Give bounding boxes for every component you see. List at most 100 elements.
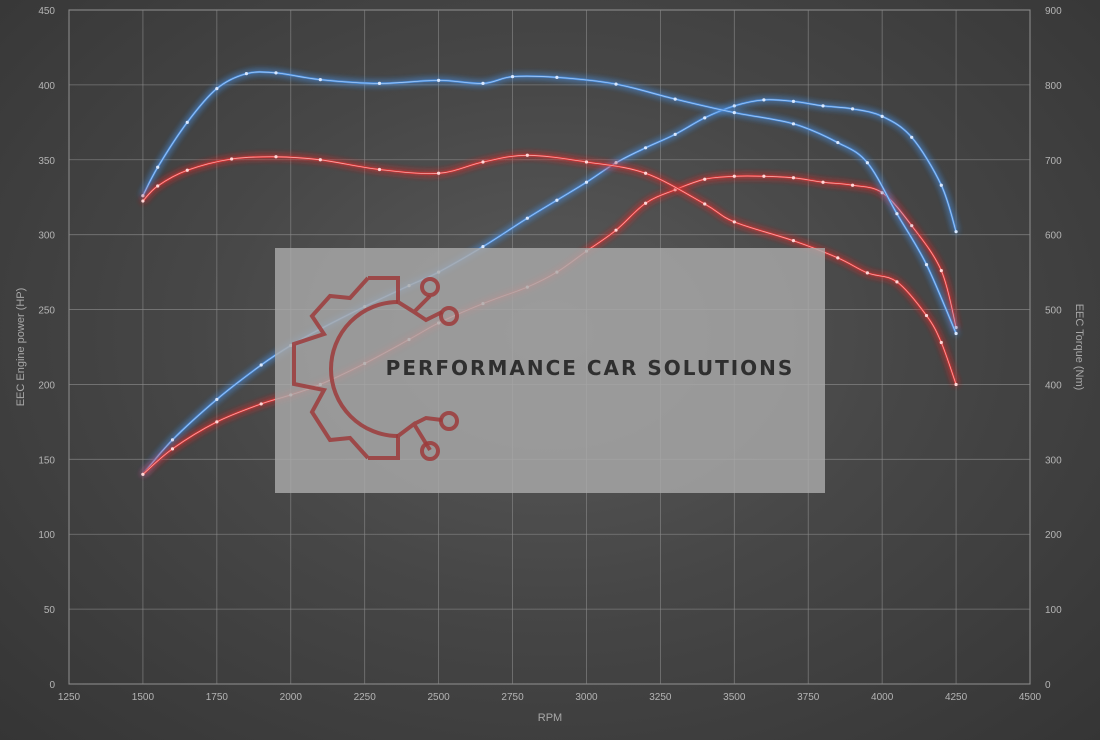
y-right-tick-label: 300 xyxy=(1045,455,1062,466)
data-point xyxy=(185,120,189,124)
data-point xyxy=(954,331,958,336)
data-point xyxy=(939,183,943,187)
y-left-tick-label: 350 xyxy=(38,156,55,167)
data-point xyxy=(895,280,899,284)
y-right-tick-label: 0 xyxy=(1045,680,1051,691)
x-tick-label: 1750 xyxy=(206,692,229,703)
series-3-red-right xyxy=(141,153,958,387)
data-point xyxy=(924,313,929,318)
series-2-blue-right xyxy=(141,70,958,336)
data-point xyxy=(644,171,648,175)
grid-lines xyxy=(68,9,1031,685)
data-point xyxy=(821,180,825,184)
left-axis-title: EEC Engine power (HP) xyxy=(15,288,27,407)
x-tick-label: 3000 xyxy=(575,692,598,703)
data-point xyxy=(703,177,707,181)
tick-labels: 1250 1500 1750 2000 2250 2500 2750 3000 3250 3500… xyxy=(38,6,1062,703)
data-point xyxy=(215,397,219,402)
data-point xyxy=(954,325,958,330)
data-point xyxy=(244,72,249,76)
data-point xyxy=(762,174,766,178)
data-point xyxy=(673,97,677,101)
data-point xyxy=(673,132,677,136)
data-point xyxy=(880,114,884,118)
y-right-tick-label: 600 xyxy=(1045,231,1062,242)
data-point xyxy=(939,340,943,345)
y-left-tick-label: 300 xyxy=(38,231,55,242)
data-point xyxy=(377,81,382,85)
data-point xyxy=(614,161,618,165)
data-point xyxy=(481,160,485,164)
data-point xyxy=(880,191,884,195)
data-point xyxy=(703,116,707,120)
data-point xyxy=(910,135,914,139)
y-right-tick-label: 900 xyxy=(1045,6,1062,17)
x-tick-label: 2000 xyxy=(280,692,303,703)
x-tick-label: 4250 xyxy=(945,692,968,703)
data-point xyxy=(703,202,707,206)
data-point xyxy=(481,81,485,85)
x-tick-label: 4500 xyxy=(1019,692,1042,703)
y-right-tick-label: 800 xyxy=(1045,81,1062,92)
y-left-tick-label: 150 xyxy=(38,455,55,466)
data-point xyxy=(259,363,263,367)
data-point xyxy=(644,146,648,150)
data-point xyxy=(821,104,825,108)
y-right-tick-label: 200 xyxy=(1045,530,1062,541)
data-point xyxy=(318,158,322,162)
y-left-tick-label: 400 xyxy=(38,81,55,92)
data-point xyxy=(939,269,943,273)
x-tick-label: 3500 xyxy=(723,692,746,703)
y-right-tick-label: 400 xyxy=(1045,380,1062,391)
data-point xyxy=(910,224,914,228)
data-point xyxy=(584,160,589,164)
y-left-tick-label: 450 xyxy=(38,6,55,17)
data-point xyxy=(644,201,648,205)
x-axis-title: RPM xyxy=(538,712,562,724)
data-point xyxy=(614,228,618,232)
data-point xyxy=(836,256,840,260)
right-axis-title: EEC Torque (Nm) xyxy=(1073,304,1085,391)
x-tick-label: 2750 xyxy=(501,692,524,703)
data-point xyxy=(170,438,175,442)
data-point xyxy=(215,87,219,91)
data-point xyxy=(141,472,145,476)
data-point xyxy=(525,216,529,220)
y-left-tick-label: 50 xyxy=(44,605,56,616)
data-point xyxy=(791,99,796,103)
data-point xyxy=(954,382,958,387)
y-right-tick-label: 500 xyxy=(1045,306,1062,317)
x-tick-label: 3250 xyxy=(649,692,672,703)
data-point xyxy=(481,245,485,249)
data-point xyxy=(437,78,441,82)
data-point xyxy=(895,212,899,216)
data-point xyxy=(555,198,559,202)
data-point xyxy=(732,220,736,224)
watermark-box xyxy=(275,248,825,493)
data-point xyxy=(525,153,529,157)
x-tick-label: 3750 xyxy=(797,692,820,703)
x-tick-label: 2250 xyxy=(354,692,377,703)
data-point xyxy=(836,140,840,145)
data-point xyxy=(156,165,160,169)
gear-circuit-logo-icon xyxy=(292,276,459,461)
data-point xyxy=(865,271,869,275)
y-right-tick-label: 700 xyxy=(1045,156,1062,167)
y-right-tick-label: 100 xyxy=(1045,605,1062,616)
data-point xyxy=(924,263,929,267)
data-point xyxy=(584,180,589,184)
x-tick-label: 1250 xyxy=(58,692,81,703)
data-point xyxy=(215,420,219,424)
data-point xyxy=(318,78,322,82)
x-tick-label: 1500 xyxy=(132,692,155,703)
x-tick-label: 4000 xyxy=(871,692,894,703)
y-left-tick-label: 0 xyxy=(49,680,55,691)
data-point xyxy=(850,107,855,111)
data-point xyxy=(377,167,382,172)
x-tick-label: 2500 xyxy=(427,692,450,703)
data-point xyxy=(732,110,736,115)
data-point xyxy=(141,194,145,198)
data-point xyxy=(791,122,796,126)
data-point xyxy=(185,168,189,172)
